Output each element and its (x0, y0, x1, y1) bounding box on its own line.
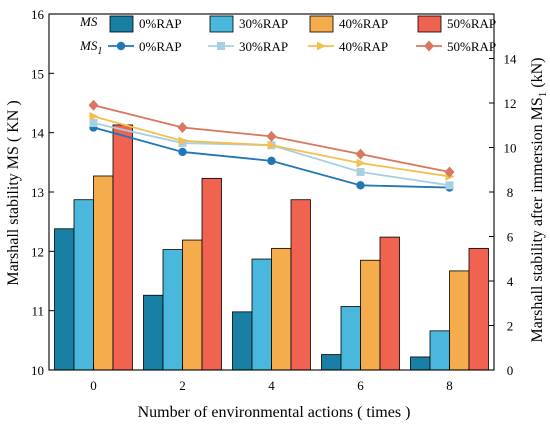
legend-bar-swatch-30pctrap (209, 15, 234, 33)
bar-0pctrap-x2 (143, 294, 164, 371)
point-50pctrap-x6 (355, 148, 366, 160)
y-right-tick-label-14: 14 (504, 52, 518, 67)
y-left-tick-label-14: 14 (31, 126, 45, 141)
y-axis-label-left: Marshall stability MS ( KN ) (5, 100, 22, 285)
y-left-tick-label-16: 16 (31, 7, 45, 22)
y-right-tick-label-4: 4 (507, 274, 514, 289)
legend-bar-label-0pctrap: 0%RAP (139, 16, 182, 31)
legend-bar-label-40pctrap: 40%RAP (339, 16, 388, 31)
bar-40pctrap-x2 (182, 239, 203, 371)
point-30pctrap-x8 (445, 181, 454, 190)
point-50pctrap-x8 (444, 166, 455, 178)
x-tick-label-8: 8 (446, 378, 453, 393)
legend-line-label-0pctrap: 0%RAP (139, 39, 182, 54)
point-40pctrap-x6 (356, 158, 366, 168)
y-left-tick-label-12: 12 (31, 244, 44, 259)
y-right-tick-label-2: 2 (507, 319, 514, 334)
y-left-tick-label-11: 11 (31, 304, 44, 319)
y-axis-label-right-sub: 1 (537, 92, 549, 98)
legend-title-line-sub: 1 (97, 46, 102, 57)
legend-line-marker-50pctrap (424, 40, 434, 52)
legend-title-bar: MS (79, 14, 98, 29)
bar-0pctrap-x8 (410, 356, 431, 371)
point-40pctrap-x2 (178, 136, 188, 146)
y-left-tick-label-10: 10 (31, 363, 44, 378)
legend-title-line: MS1 (79, 38, 102, 57)
y-right-tick-label-8: 8 (507, 185, 514, 200)
bar-40pctrap-x4 (271, 247, 292, 371)
y-right-tick-label-10: 10 (504, 141, 517, 156)
x-tick-label-0: 0 (90, 378, 97, 393)
y-right-tick-label-0: 0 (507, 363, 514, 378)
bar-40pctrap-x0 (93, 175, 114, 371)
point-30pctrap-x0 (89, 119, 98, 128)
y-right-tick-label-12: 12 (504, 96, 517, 111)
point-50pctrap-x0 (88, 99, 99, 111)
y-axis-label-right-main: Marshall stability after immersion MS (529, 97, 546, 342)
legend-bar-label-50pctrap: 50%RAP (447, 16, 496, 31)
bar-30pctrap-x8 (429, 330, 450, 371)
bar-50pctrap-x0 (112, 124, 133, 371)
legend-bar-swatch-50pctrap (417, 15, 442, 33)
legend-items: 0%RAP 30%RAP 40%RAP 50%RAP 0%RAP 30%RAP 40%RAP… (108, 15, 496, 54)
x-tick-label-4: 4 (268, 378, 275, 393)
y-left-tick-label-13: 13 (31, 185, 44, 200)
point-0pctrap-x6 (356, 181, 365, 190)
point-0pctrap-x4 (267, 156, 276, 166)
bar-50pctrap-x4 (290, 199, 311, 371)
legend-bar-swatch-0pctrap (109, 15, 134, 33)
point-40pctrap-x0 (89, 111, 99, 121)
bar-50pctrap-x2 (201, 177, 222, 371)
point-0pctrap-x2 (178, 147, 187, 157)
legend-line-label-50pctrap: 50%RAP (447, 39, 496, 54)
legend-line-label-30pctrap: 30%RAP (239, 39, 288, 54)
legend-line-label-40pctrap: 40%RAP (339, 39, 388, 54)
x-tick-label-6: 6 (357, 378, 364, 393)
bar-40pctrap-x6 (360, 259, 381, 371)
point-30pctrap-x6 (356, 167, 365, 176)
point-50pctrap-x4 (266, 130, 277, 142)
plot-area: 10 11 12 13 14 15 16 0 2 4 6 8 10 12 14 0 2 4 6 8 (31, 7, 517, 393)
legend-title-line-main: MS (79, 38, 98, 53)
legend-line-marker-30pctrap (217, 42, 225, 50)
legend-bar-label-30pctrap: 30%RAP (239, 16, 288, 31)
bar-0pctrap-x4 (232, 311, 253, 371)
point-40pctrap-x4 (267, 140, 277, 150)
point-50pctrap-x2 (177, 121, 188, 133)
y-axis-label-right: Marshall stability after immersion MS1 (… (529, 57, 549, 342)
bar-30pctrap-x6 (340, 306, 361, 371)
bar-50pctrap-x8 (468, 247, 489, 371)
bar-30pctrap-x4 (251, 258, 272, 371)
bar-50pctrap-x6 (379, 236, 400, 371)
x-tick-label-2: 2 (179, 378, 186, 393)
bar-30pctrap-x2 (162, 249, 183, 371)
bar-0pctrap-x0 (54, 228, 75, 371)
bar-40pctrap-x8 (449, 270, 470, 371)
x-axis-label: Number of environmental actions ( times … (138, 404, 411, 421)
y-right-tick-label-6: 6 (507, 230, 514, 245)
bar-30pctrap-x0 (73, 199, 94, 371)
y-left-tick-label-15: 15 (31, 66, 44, 81)
legend-bar-swatch-40pctrap (309, 15, 334, 33)
y-axis-label-right-unit: (kN) (529, 57, 546, 91)
legend-line-marker-40pctrap (317, 41, 326, 51)
legend-line-marker-0pctrap (116, 41, 126, 51)
bar-0pctrap-x6 (321, 354, 342, 371)
